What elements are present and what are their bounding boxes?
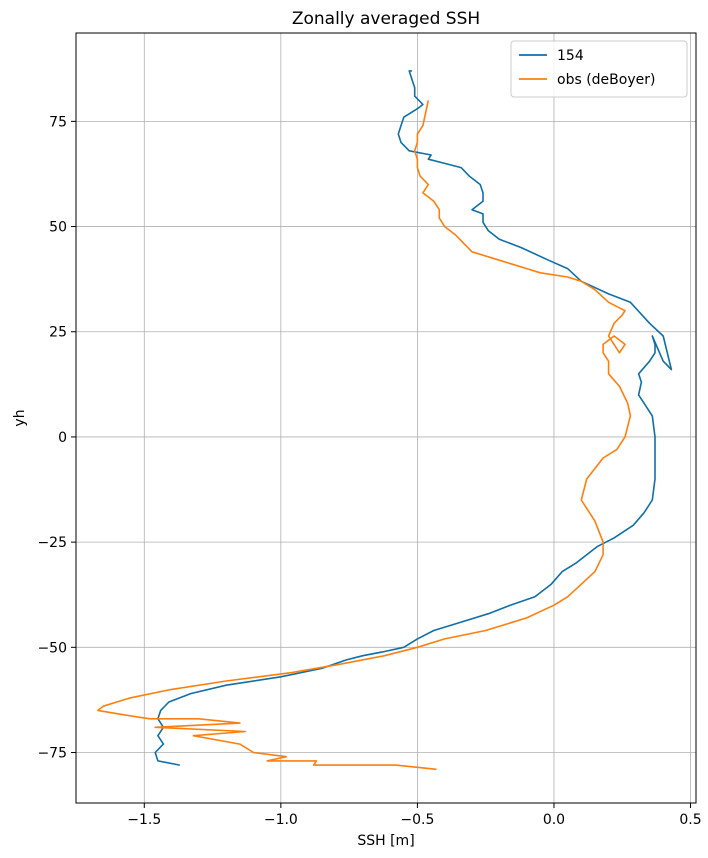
series-layer [97,70,673,771]
x-tick-label: −1.5 [127,812,161,828]
legend-box [510,40,688,98]
legend: 154 obs (deBoyer) [510,40,688,98]
y-tick-label: 0 [58,430,67,446]
series-line-0 [154,70,673,766]
legend-label-0: 154 [557,48,584,64]
y-tick-label: 25 [49,325,67,341]
y-tick-label: 75 [49,114,67,130]
y-tick-label: −25 [37,535,67,551]
x-axis-label: SSH [m] [357,833,414,849]
y-tick-label: −75 [37,746,67,762]
x-tick-label: 0.0 [543,812,565,828]
grid [76,33,696,803]
x-tick-label: 0.5 [679,812,701,828]
legend-label-1: obs (deBoyer) [557,72,655,88]
series-line-1 [97,100,632,771]
y-tick-label: 50 [49,220,67,236]
x-tick-label: −1.0 [264,812,298,828]
ticks: −1.5 −1.0 −0.5 0.0 0.5 −75 −50 −25 0 25 50 75 [37,114,701,828]
y-tick-label: −50 [37,640,67,656]
y-axis-label: yh [12,409,28,426]
chart-title: Zonally averaged SSH [292,9,480,29]
plot-frame [75,32,697,804]
x-tick-label: −0.5 [400,812,434,828]
